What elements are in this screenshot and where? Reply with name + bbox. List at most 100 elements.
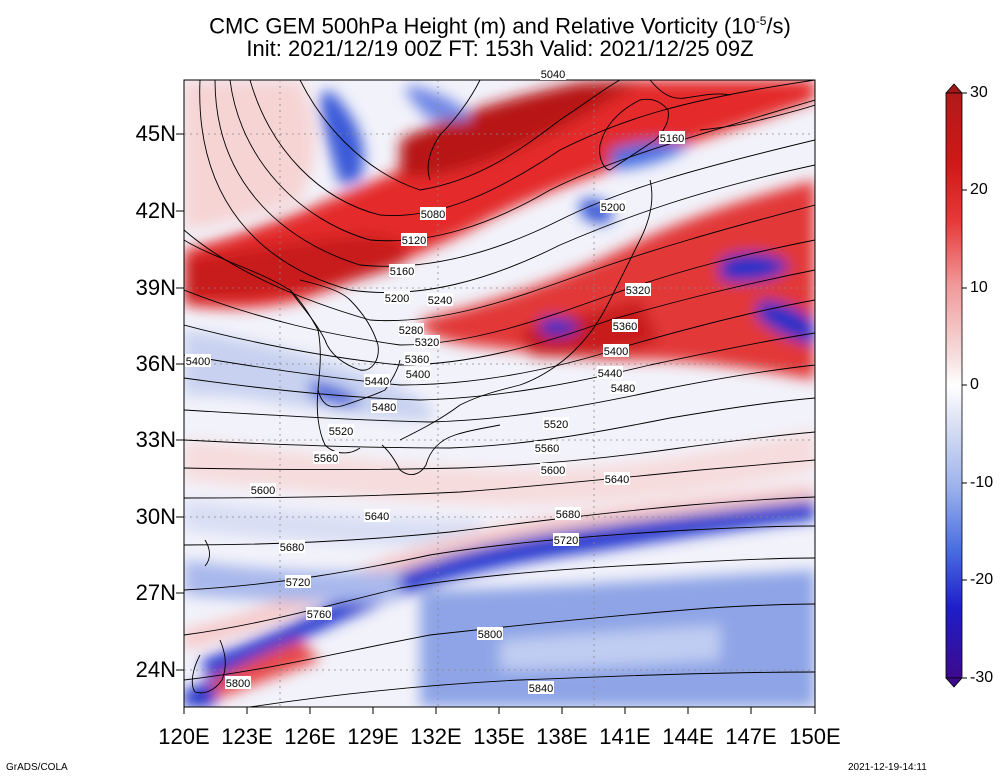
contour-label: 5200 bbox=[601, 202, 625, 214]
contour-label: 5720 bbox=[286, 577, 310, 589]
contour-label: 5600 bbox=[251, 485, 275, 497]
colorbar-label-minus30: -30 bbox=[970, 669, 994, 686]
contour-label-bg bbox=[384, 291, 410, 304]
contour-label: 5400 bbox=[186, 356, 210, 368]
contour-labels: 5040508051205160516052005200524052805320… bbox=[185, 67, 685, 695]
contour-label-bg bbox=[540, 67, 566, 80]
colorbar-label-minus10: -10 bbox=[970, 474, 994, 491]
contour-label-bg bbox=[371, 400, 397, 413]
lat-lon-grid bbox=[184, 80, 815, 707]
contour-label-bg bbox=[401, 233, 427, 246]
lon-label-135e: 135E bbox=[473, 724, 525, 749]
contour-label: 5160 bbox=[660, 133, 684, 145]
contour-label: 5400 bbox=[604, 346, 628, 358]
contour-label-bg bbox=[398, 323, 424, 336]
contour-label-bg bbox=[528, 681, 554, 694]
contour-label-bg bbox=[597, 366, 623, 379]
colorbar-label-0: 0 bbox=[970, 376, 979, 393]
contour-label: 5360 bbox=[405, 354, 429, 366]
contour-label-bg bbox=[612, 319, 638, 332]
contour-label-bg bbox=[603, 344, 629, 357]
lat-label-36n: 36N bbox=[135, 351, 176, 376]
contour-label: 5800 bbox=[478, 629, 502, 641]
colorbar bbox=[945, 83, 967, 688]
contour-label: 5600 bbox=[541, 465, 565, 477]
contour-label-bg bbox=[185, 354, 211, 367]
footer-credit: GrADS/COLA bbox=[6, 762, 68, 773]
contour-label: 5640 bbox=[365, 511, 389, 523]
contour-label-bg bbox=[225, 676, 251, 689]
contour-label: 5480 bbox=[611, 383, 635, 395]
footer-timestamp: 2021-12-19-14:11 bbox=[848, 762, 927, 773]
lon-label-129e: 129E bbox=[347, 724, 399, 749]
contour-label-bg bbox=[543, 417, 569, 430]
lon-label-144e: 144E bbox=[662, 724, 714, 749]
colorbar-label-30: 30 bbox=[970, 84, 988, 101]
contour-label: 5560 bbox=[314, 453, 338, 465]
lat-label-30n: 30N bbox=[135, 504, 176, 529]
contour-label: 5480 bbox=[372, 402, 396, 414]
contour-label-bg bbox=[553, 533, 579, 546]
contour-label-bg bbox=[604, 472, 630, 485]
contour-label: 5040 bbox=[541, 69, 565, 81]
lon-label-132e: 132E bbox=[410, 724, 462, 749]
lon-label-141e: 141E bbox=[599, 724, 651, 749]
contour-label: 5840 bbox=[529, 683, 553, 695]
contour-label: 5360 bbox=[613, 321, 637, 333]
contour-label-bg bbox=[600, 200, 626, 213]
contour-label: 5080 bbox=[421, 209, 445, 221]
contour-label-bg bbox=[250, 483, 276, 496]
colorbar-label-minus20: -20 bbox=[970, 571, 994, 588]
contour-label-bg bbox=[427, 293, 453, 306]
lon-label-126e: 126E bbox=[284, 724, 336, 749]
contour-label-bg bbox=[477, 627, 503, 640]
contour-label: 5280 bbox=[399, 325, 423, 337]
contour-label-bg bbox=[364, 509, 390, 522]
lat-label-42n: 42N bbox=[135, 198, 176, 223]
contour-label-bg bbox=[420, 207, 446, 220]
contour-label: 5320 bbox=[626, 285, 650, 297]
contour-label: 5800 bbox=[226, 678, 250, 690]
contour-label-bg bbox=[610, 381, 636, 394]
contour-label: 5760 bbox=[307, 609, 331, 621]
contour-label-bg bbox=[540, 463, 566, 476]
contour-label: 5320 bbox=[415, 337, 439, 349]
chart-title-line1: CMC GEM 500hPa Height (m) and Relative V… bbox=[209, 13, 791, 39]
contour-label-bg bbox=[279, 540, 305, 553]
lon-label-147e: 147E bbox=[725, 724, 777, 749]
lon-label-138e: 138E bbox=[536, 724, 588, 749]
contour-label: 5680 bbox=[556, 509, 580, 521]
colorbar-label-20: 20 bbox=[970, 181, 988, 198]
lon-label-123e: 123E bbox=[221, 724, 273, 749]
contour-label: 5520 bbox=[329, 426, 353, 438]
contour-label-bg bbox=[313, 451, 339, 464]
lat-label-45n: 45N bbox=[135, 121, 176, 146]
contour-label-bg bbox=[389, 264, 415, 277]
contour-label-bg bbox=[364, 374, 390, 387]
contour-label-bg bbox=[404, 352, 430, 365]
contour-label: 5240 bbox=[428, 295, 452, 307]
contour-label-bg bbox=[405, 367, 431, 380]
contour-label: 5640 bbox=[605, 474, 629, 486]
colorbar-label-10: 10 bbox=[970, 279, 988, 296]
contour-label-bg bbox=[659, 131, 685, 144]
contour-label-bg bbox=[625, 283, 651, 296]
contour-label: 5440 bbox=[365, 376, 389, 388]
chart-title-line2: Init: 2021/12/19 00Z FT: 153h Valid: 202… bbox=[246, 36, 754, 61]
contour-label: 5120 bbox=[402, 235, 426, 247]
contour-label: 5400 bbox=[406, 369, 430, 381]
contour-label: 5680 bbox=[280, 542, 304, 554]
contour-label-bg bbox=[306, 607, 332, 620]
lat-label-33n: 33N bbox=[135, 427, 176, 452]
contour-label-bg bbox=[555, 507, 581, 520]
contour-label-bg bbox=[414, 335, 440, 348]
contour-label: 5720 bbox=[554, 535, 578, 547]
lat-label-24n: 24N bbox=[135, 657, 176, 682]
contour-label: 5520 bbox=[544, 419, 568, 431]
lon-label-150e: 150E bbox=[789, 724, 841, 749]
contour-label: 5440 bbox=[598, 368, 622, 380]
contour-label-bg bbox=[285, 575, 311, 588]
height-contours bbox=[184, 80, 815, 707]
lat-label-27n: 27N bbox=[135, 580, 176, 605]
